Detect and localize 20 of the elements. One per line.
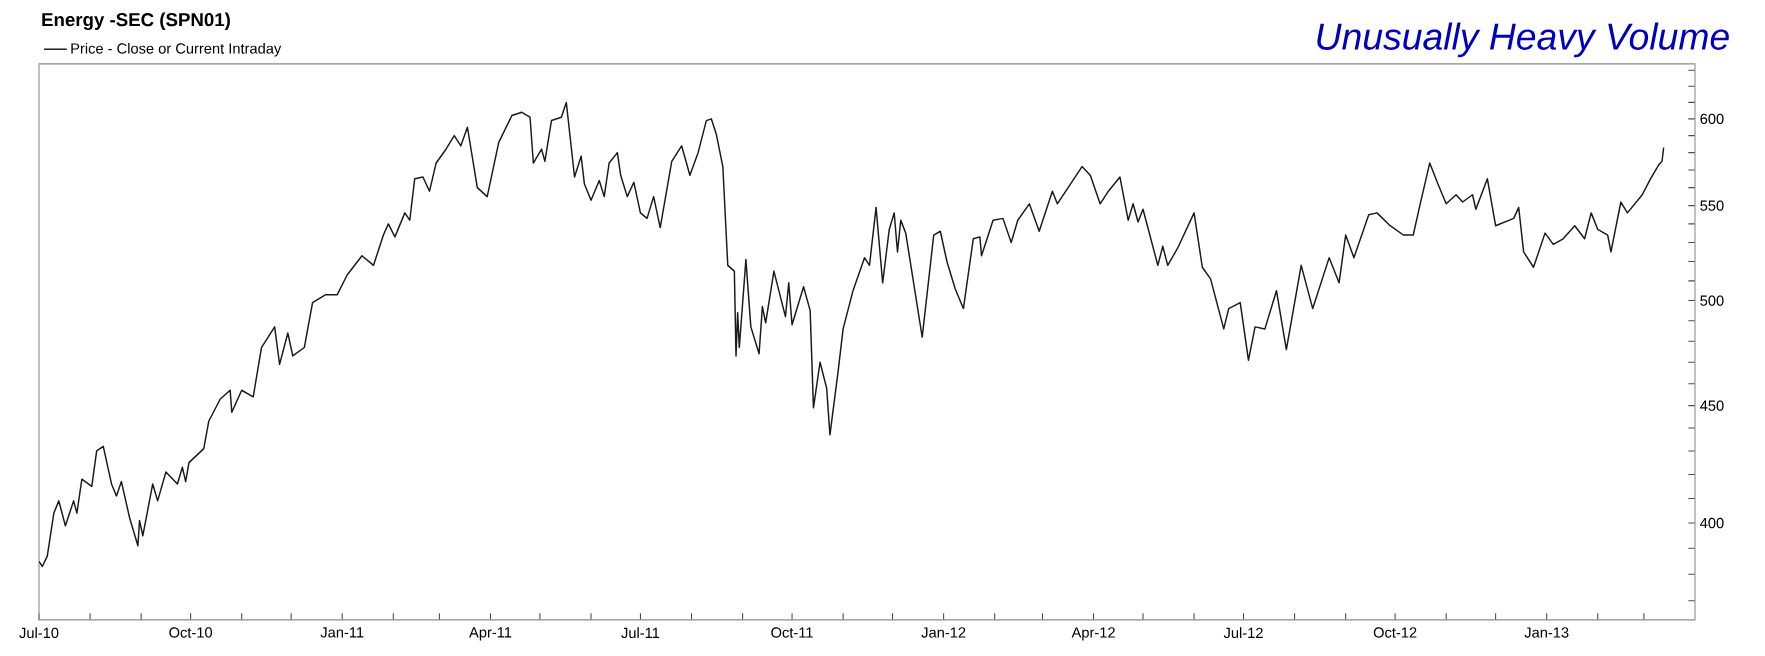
- x-tick-label: Jul-10: [19, 627, 59, 639]
- y-tick-label: 400: [1700, 517, 1724, 529]
- x-tick-label: Jan-13: [1524, 627, 1569, 638]
- y-tick-label: 550: [1700, 200, 1724, 211]
- x-tick-label: Apr-11: [469, 627, 512, 641]
- text: Unusually Heavy Volume: [1317, 22, 1729, 58]
- x-tick-label: Jan-11: [320, 627, 364, 638]
- x-tick-label: Oct-10: [169, 627, 213, 638]
- y-tick-label: 600: [1700, 113, 1724, 125]
- x-tick-label: Apr-12: [1071, 627, 1115, 641]
- x-tick-label: Jan-12: [921, 627, 966, 638]
- legend-label: Price - Close or Current Intraday: [71, 42, 282, 57]
- x-tick-label: Jul-12: [1223, 627, 1263, 639]
- y-tick-label: 500: [1700, 295, 1724, 306]
- y-tick-label: 450: [1700, 400, 1724, 411]
- line-series: [39, 101, 1665, 568]
- x-tick-label: Jul-11: [621, 627, 660, 639]
- x-tick-label: Oct-11: [771, 627, 813, 638]
- chart-title: Energy -SEC (SPN01): [42, 12, 230, 31]
- x-tick-label: Oct-12: [1373, 627, 1417, 638]
